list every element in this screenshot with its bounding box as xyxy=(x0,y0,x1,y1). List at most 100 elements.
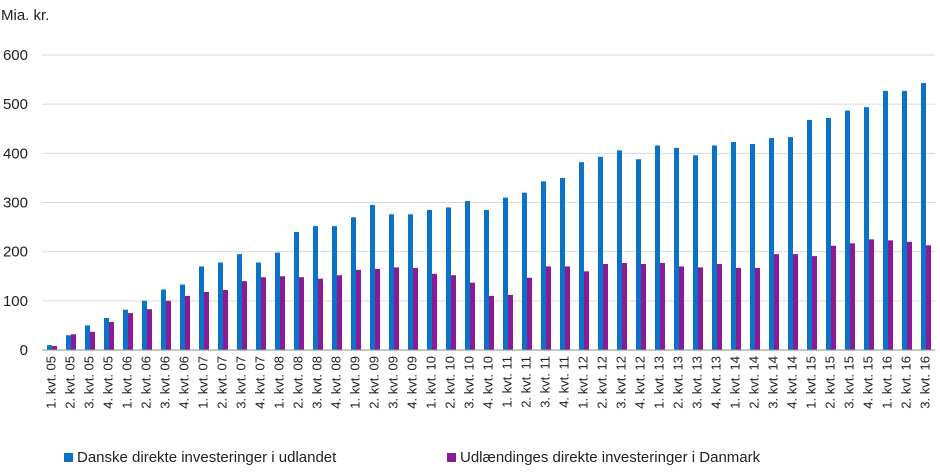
y-tick-label: 500 xyxy=(3,96,28,113)
bar-foreign-in-denmark xyxy=(565,266,570,350)
x-tick-label: 3. kvt. 15 xyxy=(842,356,857,409)
legend-swatch-blue xyxy=(64,453,73,462)
bar-foreign-in-denmark xyxy=(717,263,722,350)
bar-danish-abroad xyxy=(427,209,432,351)
x-tick-label: 2. kvt. 10 xyxy=(443,356,458,409)
bar-danish-abroad xyxy=(598,156,603,350)
bar-danish-abroad xyxy=(921,83,926,351)
bar-danish-abroad xyxy=(902,90,907,350)
bar-foreign-in-denmark xyxy=(299,277,304,350)
x-tick-label: 2. kvt. 15 xyxy=(823,356,838,409)
x-tick-label: 3. kvt. 14 xyxy=(766,356,781,409)
bar-foreign-in-denmark xyxy=(185,295,190,350)
y-tick-label: 300 xyxy=(3,195,28,212)
bar-foreign-in-denmark xyxy=(52,346,57,350)
bar-foreign-in-denmark xyxy=(850,243,855,350)
x-tick-label: 3. kvt. 05 xyxy=(82,356,97,409)
legend-label: Danske direkte investeringer i udlandet xyxy=(77,449,337,466)
x-tick-label: 3. kvt. 12 xyxy=(614,356,629,409)
bar-foreign-in-denmark xyxy=(508,294,513,350)
bar-foreign-in-denmark xyxy=(451,275,456,350)
bar-danish-abroad xyxy=(484,209,489,351)
bar-foreign-in-denmark xyxy=(204,291,209,350)
bar-danish-abroad xyxy=(85,325,90,350)
bar-foreign-in-denmark xyxy=(622,262,627,350)
x-tick-label: 2. kvt. 09 xyxy=(367,356,382,409)
bar-foreign-in-denmark xyxy=(223,290,228,350)
bar-foreign-in-denmark xyxy=(679,266,684,350)
bar-danish-abroad xyxy=(161,289,166,350)
bar-foreign-in-denmark xyxy=(831,245,836,350)
bar-danish-abroad xyxy=(674,147,679,350)
x-tick-label: 4. kvt. 12 xyxy=(633,356,648,409)
x-tick-label: 1. kvt. 15 xyxy=(804,356,819,409)
bar-danish-abroad xyxy=(826,117,831,351)
bar-danish-abroad xyxy=(123,309,128,350)
x-tick-label: 1. kvt. 16 xyxy=(880,356,895,409)
bar-danish-abroad xyxy=(104,318,109,350)
x-tick-label: 4. kvt. 11 xyxy=(557,356,572,408)
bar-foreign-in-denmark xyxy=(71,334,76,350)
bar-foreign-in-denmark xyxy=(698,267,703,350)
bar-danish-abroad xyxy=(883,90,888,350)
bar-danish-abroad xyxy=(408,214,413,350)
bar-danish-abroad xyxy=(712,145,717,350)
y-tick-label: 100 xyxy=(3,293,28,310)
legend-swatch-purple xyxy=(447,453,456,462)
x-tick-label: 4. kvt. 06 xyxy=(177,356,192,409)
bar-foreign-in-denmark xyxy=(242,281,247,350)
bar-foreign-in-denmark xyxy=(755,267,760,350)
x-tick-label: 2. kvt. 14 xyxy=(747,356,762,409)
legend: Danske direkte investeringer i udlandet … xyxy=(0,449,940,469)
bar-foreign-in-denmark xyxy=(318,278,323,350)
bar-foreign-in-denmark xyxy=(128,313,133,351)
bar-foreign-in-denmark xyxy=(926,245,931,350)
bar-danish-abroad xyxy=(294,232,299,350)
legend-label: Udlændinges direkte investeringer i Danm… xyxy=(460,449,761,466)
bar-danish-abroad xyxy=(560,177,565,350)
bar-foreign-in-denmark xyxy=(261,277,266,350)
bar-danish-abroad xyxy=(199,266,204,350)
x-tick-label: 1. kvt. 09 xyxy=(348,356,363,409)
bar-danish-abroad xyxy=(522,192,527,350)
x-tick-label: 2. kvt. 08 xyxy=(291,356,306,409)
x-tick-label: 1. kvt. 14 xyxy=(728,356,743,409)
x-tick-label: 3. kvt. 07 xyxy=(234,356,249,409)
bar-danish-abroad xyxy=(256,262,261,350)
x-tick-label: 2. kvt. 05 xyxy=(63,356,78,409)
bar-danish-abroad xyxy=(313,226,318,350)
bar-foreign-in-denmark xyxy=(337,275,342,350)
bar-danish-abroad xyxy=(332,226,337,350)
x-tick-label: 4. kvt. 13 xyxy=(709,356,724,409)
bar-danish-abroad xyxy=(636,159,641,350)
bar-foreign-in-denmark xyxy=(109,321,114,350)
bar-danish-abroad xyxy=(579,162,584,350)
x-tick-label: 2. kvt. 07 xyxy=(215,356,230,409)
x-tick-label: 4. kvt. 08 xyxy=(329,356,344,409)
x-tick-label: 3. kvt. 08 xyxy=(310,356,325,409)
bar-foreign-in-denmark xyxy=(470,282,475,350)
bar-foreign-in-denmark xyxy=(356,269,361,350)
y-tick-label: 400 xyxy=(3,145,28,162)
bar-danish-abroad xyxy=(66,335,71,350)
x-tick-label: 2. kvt. 13 xyxy=(671,356,686,409)
bar-foreign-in-denmark xyxy=(584,271,589,350)
y-tick-label: 200 xyxy=(3,244,28,261)
x-tick-label: 1. kvt. 11 xyxy=(500,356,515,408)
x-tick-label: 3. kvt. 06 xyxy=(158,356,173,409)
bar-danish-abroad xyxy=(47,345,52,350)
x-tick-label: 2. kvt. 16 xyxy=(899,356,914,409)
x-tick-label: 3. kvt. 11 xyxy=(538,356,553,408)
bar-foreign-in-denmark xyxy=(812,256,817,350)
bar-danish-abroad xyxy=(351,217,356,350)
bar-danish-abroad xyxy=(446,207,451,350)
x-tick-label: 3. kvt. 10 xyxy=(462,356,477,409)
bar-foreign-in-denmark xyxy=(793,254,798,351)
bar-danish-abroad xyxy=(731,142,736,350)
bar-danish-abroad xyxy=(465,201,470,350)
x-tick-label: 1. kvt. 08 xyxy=(272,356,287,409)
bar-foreign-in-denmark xyxy=(166,300,171,350)
bars xyxy=(47,83,931,351)
bar-foreign-in-denmark xyxy=(432,273,437,350)
bar-foreign-in-denmark xyxy=(774,254,779,351)
